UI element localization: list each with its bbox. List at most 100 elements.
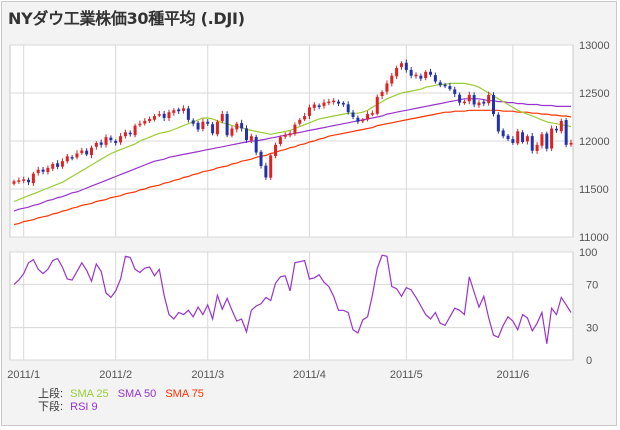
- candle-down: [472, 95, 476, 105]
- candle-down: [346, 104, 350, 113]
- candle-up: [51, 164, 55, 169]
- candle-up: [293, 124, 297, 134]
- candle-down: [429, 71, 433, 75]
- candle-down: [492, 95, 496, 115]
- candle-down: [506, 135, 510, 140]
- candle-up: [46, 167, 50, 173]
- candle-down: [99, 142, 103, 145]
- price-ytick-label: 12000: [579, 136, 610, 148]
- candle-down: [511, 139, 515, 143]
- candle-down: [443, 84, 447, 87]
- candle-up: [94, 142, 98, 147]
- candle-down: [206, 121, 210, 124]
- candle-up: [467, 94, 471, 102]
- candle-up: [157, 114, 161, 116]
- candle-up: [220, 114, 224, 122]
- candle-up: [540, 134, 544, 146]
- rsi-ytick-label: 0: [586, 355, 592, 367]
- candle-up: [303, 116, 307, 120]
- candle-up: [370, 113, 374, 115]
- candle-up: [395, 68, 399, 77]
- candle-down: [109, 137, 113, 141]
- legend-row-upper: 上段: SMA 25 SMA 50 SMA 75: [38, 388, 210, 401]
- candle-up: [133, 125, 137, 136]
- candle-up: [201, 121, 205, 129]
- candle-down: [496, 114, 500, 132]
- candle-down: [128, 132, 132, 135]
- candle-up: [230, 128, 234, 136]
- legend-upper-label: 上段:: [38, 388, 64, 400]
- candle-up: [322, 102, 326, 106]
- candle-up: [535, 144, 539, 151]
- candle-down: [404, 62, 408, 70]
- sma50-line: [13, 98, 571, 212]
- candle-down: [254, 136, 258, 153]
- price-ytick-label: 11000: [579, 232, 609, 244]
- candle-up: [477, 102, 481, 106]
- candle-down: [225, 114, 229, 136]
- candle-up: [278, 137, 282, 144]
- candle-up: [385, 83, 389, 92]
- candle-down: [545, 133, 549, 149]
- candle-down: [114, 141, 118, 143]
- candle-up: [31, 173, 35, 184]
- candle-down: [56, 163, 60, 167]
- candle-down: [521, 132, 525, 142]
- candle-down: [351, 112, 355, 117]
- candle-up: [104, 137, 108, 145]
- candle-down: [27, 179, 31, 183]
- candle-up: [390, 75, 394, 84]
- candle-down: [554, 128, 558, 131]
- chart-legend: 上段: SMA 25 SMA 50 SMA 75 下段: RSI 9: [38, 388, 210, 414]
- candle-up: [148, 118, 152, 122]
- candle-up: [143, 120, 147, 124]
- candle-up: [12, 181, 16, 184]
- candle-down: [409, 69, 413, 76]
- candle-up: [375, 96, 379, 114]
- price-ytick-label: 13000: [579, 40, 610, 52]
- candle-up: [516, 131, 520, 144]
- candle-up: [17, 180, 21, 182]
- candle-up: [366, 114, 370, 120]
- candle-down: [337, 101, 341, 104]
- candle-down: [433, 75, 437, 82]
- candle-up: [424, 71, 428, 79]
- candle-up: [235, 123, 239, 130]
- candle-up: [89, 147, 93, 156]
- sma25-line: [13, 82, 572, 203]
- candle-up: [123, 132, 127, 137]
- candle-up: [288, 133, 292, 136]
- candle-down: [501, 130, 505, 137]
- candle-up: [182, 108, 186, 111]
- candle-up: [399, 63, 403, 68]
- candle-down: [240, 123, 244, 129]
- candle-up: [312, 104, 316, 108]
- candle-up: [332, 100, 336, 103]
- candle-up: [550, 128, 554, 149]
- candle-down: [530, 136, 534, 151]
- sma75-line: [13, 109, 572, 226]
- candle-down: [41, 169, 45, 172]
- candle-up: [274, 144, 278, 157]
- price-ytick-label: 11500: [579, 184, 609, 196]
- rsi-ytick-label: 30: [586, 323, 598, 335]
- candle-up: [283, 135, 287, 137]
- legend-item-rsi9: RSI 9: [70, 401, 98, 413]
- candle-up: [22, 179, 26, 181]
- candle-up: [361, 119, 365, 122]
- candle-up: [269, 155, 273, 178]
- candle-down: [564, 120, 568, 145]
- candle-down: [458, 94, 462, 103]
- candle-down: [482, 101, 486, 104]
- rsi-ytick-label: 100: [579, 247, 597, 259]
- candle-down: [70, 157, 74, 159]
- legend-item-sma75: SMA 75: [165, 388, 204, 400]
- legend-row-lower: 下段: RSI 9: [38, 401, 210, 414]
- candle-up: [487, 94, 491, 104]
- xtick-label: 2011/3: [191, 369, 224, 381]
- candle-down: [448, 86, 452, 90]
- xtick-label: 2011/2: [99, 369, 132, 381]
- candle-up: [167, 112, 171, 119]
- candle-up: [152, 116, 156, 120]
